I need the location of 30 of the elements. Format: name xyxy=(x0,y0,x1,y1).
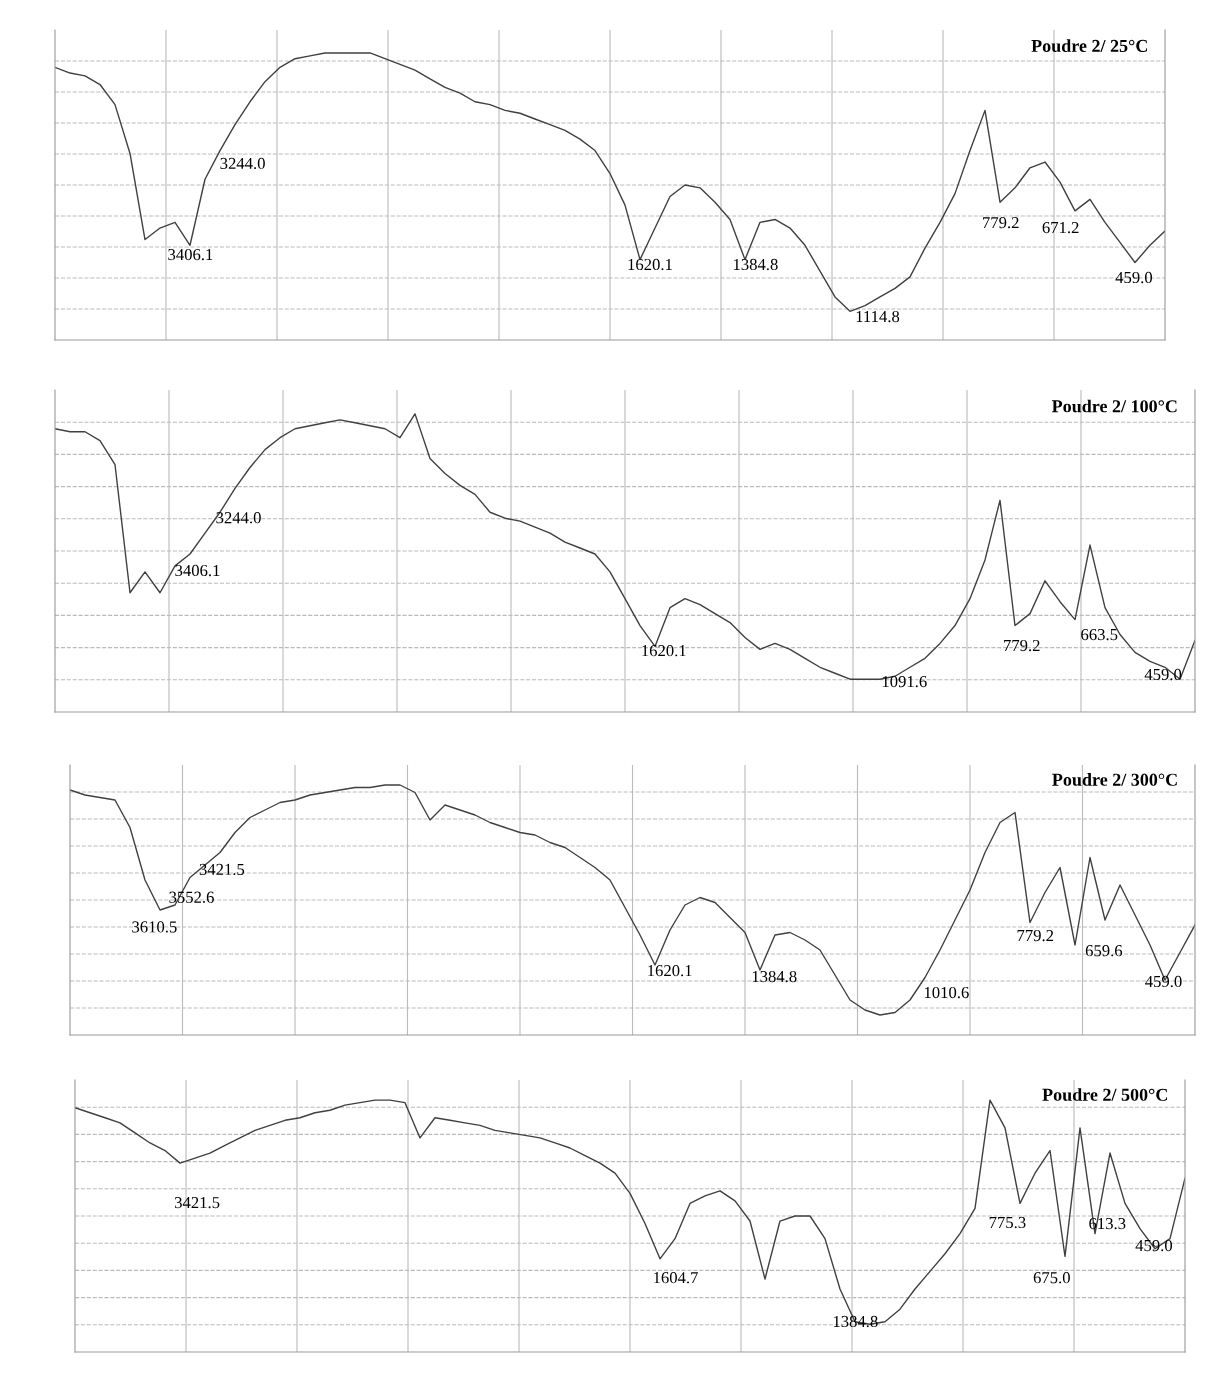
annotation: 3421.5 xyxy=(199,863,245,876)
annotation: 671.2 xyxy=(1042,221,1079,234)
annotation: 3421.5 xyxy=(174,1197,220,1209)
annotation: 3244.0 xyxy=(220,157,265,170)
annotation: 659.6 xyxy=(1085,945,1123,957)
annotation: 3406.1 xyxy=(168,248,213,261)
annotation: 3244.0 xyxy=(216,512,261,524)
annotation: 1091.6 xyxy=(882,675,927,688)
annotation: 1620.1 xyxy=(642,645,686,657)
annotation: 1620.1 xyxy=(628,258,672,271)
annotation: 779.2 xyxy=(1017,929,1054,942)
annotation: 1384.8 xyxy=(733,258,778,271)
chart-title: Poudre 2/ 500°C xyxy=(1042,1088,1167,1101)
annotation: 459.0 xyxy=(1115,271,1153,284)
annotation: 3610.5 xyxy=(132,921,177,933)
annotation: 1010.6 xyxy=(924,986,969,999)
annotation: 1604.7 xyxy=(654,1272,698,1284)
annotation: 779.2 xyxy=(1004,639,1040,652)
chart-title: Poudre 2/ 300°C xyxy=(1052,773,1177,786)
annotation: 1620.1 xyxy=(648,965,692,977)
annotation: 459.0 xyxy=(1145,975,1182,988)
chart-title: Poudre 2/ 100°C xyxy=(1051,399,1177,413)
chart-title: Poudre 2/ 25°C xyxy=(1031,39,1147,53)
annotation: 775.3 xyxy=(989,1216,1026,1229)
annotation: 663.5 xyxy=(1081,628,1118,641)
annotation: 1384.8 xyxy=(752,970,797,983)
annotation: 1114.8 xyxy=(856,310,900,323)
annotation: 779.2 xyxy=(983,217,1019,229)
annotation: 3406.1 xyxy=(175,564,220,577)
annotation: 675.0 xyxy=(1033,1272,1070,1284)
